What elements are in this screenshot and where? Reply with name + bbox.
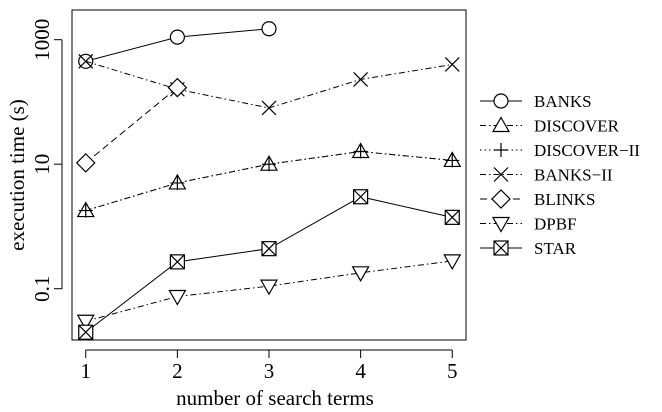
data-point-star-cross [78, 324, 94, 340]
x-axis-label: number of search terms [176, 386, 374, 410]
series-banks-ii [78, 53, 460, 116]
data-point-banks-ii [78, 53, 94, 69]
x-tick-label: 1 [80, 359, 91, 383]
plot-area [75, 21, 462, 340]
y-axis-label: execution time (s) [5, 99, 29, 251]
legend: BANKS DISCOVER DISCOVER−II BANKS−II BLINKS DP… [480, 92, 640, 258]
data-point-blinks [75, 153, 96, 173]
data-point-dpbf [76, 314, 95, 331]
data-point-dpbf [443, 254, 462, 271]
legend-label: DISCOVER [534, 117, 620, 136]
data-point-dpbf [351, 266, 370, 283]
legend-marker [491, 189, 511, 209]
legend-label: STAR [534, 239, 577, 258]
plot-frame [71, 9, 467, 341]
series-dpbf [76, 254, 462, 331]
data-point-discover-ii [78, 203, 93, 218]
legend-label: BANKS [534, 92, 592, 111]
legend-label: DPBF [534, 215, 577, 234]
legend-label: DISCOVER−II [534, 141, 640, 160]
data-point-star-cross [169, 254, 185, 270]
data-point-discover-ii [353, 144, 368, 159]
legend-marker-cross [493, 240, 509, 256]
data-point-banks-ii [444, 57, 460, 72]
legend-marker [493, 167, 509, 182]
axes: 1 2 3 4 5 0.1 10 1000 [30, 9, 467, 383]
legend-item-dpbf: DPBF [480, 215, 577, 234]
y-tick-label: 0.1 [30, 276, 54, 302]
data-point-discover-ii [262, 157, 276, 172]
x-tick-label: 4 [355, 359, 366, 383]
data-point-banks-ii [261, 100, 277, 116]
series-blinks [75, 77, 188, 173]
y-tick-label: 1000 [30, 19, 54, 61]
series-discover-ii [78, 144, 460, 218]
data-point-discover-ii [170, 175, 185, 190]
legend-item-banks-ii: BANKS−II [480, 166, 613, 185]
data-point-dpbf [168, 289, 187, 306]
data-point-banks-ii [353, 72, 369, 87]
legend-item-star: STAR [480, 239, 577, 258]
series-line-banks-ii [85, 60, 453, 109]
data-point-discover-ii [445, 153, 460, 168]
data-point-dpbf [259, 279, 279, 296]
legend-label: BLINKS [534, 190, 595, 209]
legend-label: BANKS−II [534, 166, 613, 185]
series-banks [78, 21, 277, 69]
series-line-star [85, 196, 453, 333]
legend-item-blinks: BLINKS [480, 189, 595, 209]
data-point-banks [169, 29, 185, 45]
data-point-star-cross [444, 209, 460, 225]
x-tick-label: 3 [264, 359, 275, 383]
legend-marker [493, 93, 509, 109]
legend-item-discover-ii: DISCOVER−II [480, 141, 640, 160]
series-discover [76, 142, 462, 218]
legend-marker [491, 216, 511, 233]
legend-item-banks: BANKS [480, 92, 592, 111]
legend-item-discover: DISCOVER [480, 116, 620, 136]
y-tick-label: 10 [30, 154, 54, 175]
data-point-banks [261, 21, 277, 37]
data-point-star-cross [353, 189, 369, 205]
series-line-dpbf [85, 260, 453, 322]
x-tick-label: 2 [172, 359, 183, 383]
series-star [78, 189, 460, 340]
data-point-blinks [167, 77, 188, 98]
legend-marker [491, 116, 511, 133]
data-point-star-cross [261, 241, 277, 257]
x-tick-label: 5 [447, 359, 458, 383]
series-line-blinks [85, 87, 178, 164]
legend-marker [494, 143, 508, 157]
